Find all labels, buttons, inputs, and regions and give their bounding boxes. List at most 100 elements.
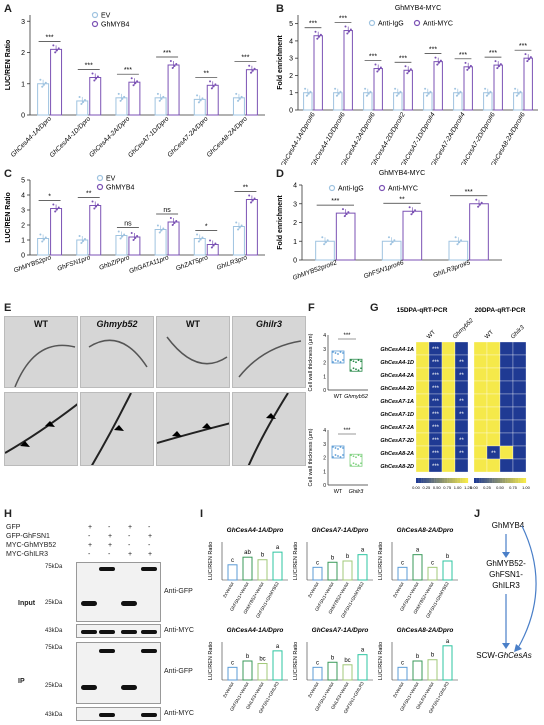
x-label: WT — [334, 489, 343, 495]
y-axis-label: LUC/REN Ratio — [293, 542, 299, 581]
legend-marker — [328, 184, 336, 192]
data-point — [332, 351, 334, 353]
data-point — [136, 80, 139, 83]
category-label: GhCesA4-1D/Dpro — [49, 115, 93, 159]
data-point — [337, 455, 339, 457]
sig-letter: bc — [259, 657, 265, 663]
data-point — [318, 35, 321, 38]
data-point — [427, 92, 430, 95]
scale-cell — [510, 478, 514, 483]
tick-label: 3 — [21, 19, 25, 26]
data-point — [212, 244, 215, 247]
bar — [128, 81, 141, 116]
tick-label: 2 — [21, 50, 25, 57]
antibody-label: Anti-GFP — [164, 588, 193, 595]
bar — [167, 221, 180, 256]
heatmap-sig: ** — [459, 360, 464, 366]
category-label: GhCesA7-1D/Dpro — [127, 115, 171, 159]
node-scw-cesas: SCW-GhCesAs — [476, 651, 531, 660]
data-point — [350, 369, 352, 372]
heatmap-sig: ** — [459, 451, 464, 457]
panel-f: F 0 1 2 3 4 WT Ghmyb52 *** Cell wall thickness (… — [308, 300, 370, 510]
band — [99, 713, 115, 717]
data-point — [121, 97, 124, 100]
scale-label: 0.25 — [423, 485, 432, 490]
heatmap-sig: *** — [432, 360, 440, 366]
scale-label: 0.25 — [483, 485, 492, 490]
tick-label: 1 — [323, 469, 326, 475]
bar — [357, 554, 368, 581]
category-label: GhFSN1pro#6 — [363, 259, 405, 280]
sign-cell: + — [128, 551, 133, 558]
micrograph-wt-2-top: WT — [156, 316, 230, 388]
data-point — [235, 221, 238, 224]
data-point — [364, 87, 367, 90]
data-point — [337, 360, 339, 362]
sign-cell: + — [88, 524, 93, 531]
data-point — [78, 235, 81, 237]
data-point — [199, 99, 202, 102]
data-point — [119, 237, 122, 240]
tick-label: 4 — [323, 333, 326, 339]
bar — [493, 64, 503, 111]
category-label: GhCesA4-2A/Dpro — [88, 115, 132, 159]
heatmap-sig: *** — [432, 373, 440, 379]
category-label: GhGATA11pro — [128, 254, 170, 275]
scale-label: 0.00 — [470, 485, 479, 490]
data-point — [357, 464, 360, 467]
sig-letter: a — [276, 545, 280, 551]
heatmap-title: 20DPA-qRT-PCR — [475, 307, 526, 314]
data-point — [91, 72, 94, 75]
data-point — [251, 199, 254, 202]
data-point — [519, 90, 522, 93]
bar — [167, 64, 180, 116]
heatmap-cell — [415, 380, 430, 395]
node-complex: GhMYB52- — [486, 559, 526, 568]
y-axis-label: LUC/REN Ratio — [208, 542, 214, 581]
legend-label: Anti-MYC — [388, 186, 418, 193]
data-point — [352, 360, 355, 363]
data-point — [485, 94, 488, 97]
data-point — [425, 94, 428, 97]
bar — [272, 551, 283, 581]
chart-title: GhMYB4-MYC — [395, 5, 441, 12]
category-label: GhCesA4-1A/Dpro#6 — [280, 111, 317, 165]
data-point — [335, 94, 338, 97]
micrograph-wt-1-top: WT — [4, 316, 78, 388]
scale-cell — [481, 478, 485, 483]
sig-label: *** — [163, 50, 171, 57]
data-point — [55, 49, 58, 52]
data-point — [212, 85, 215, 88]
heatmap-cell — [415, 432, 430, 447]
data-point — [389, 243, 392, 246]
data-point — [162, 95, 165, 98]
heatmap-cell — [454, 458, 469, 473]
data-point — [464, 61, 467, 64]
heatmap-cell — [415, 419, 430, 434]
data-point — [334, 87, 337, 90]
node-complex: GhFSN1- — [489, 570, 523, 579]
scale-cell — [479, 478, 482, 483]
bar — [442, 560, 453, 581]
data-point — [469, 64, 472, 67]
legend-marker — [96, 183, 104, 191]
data-point — [455, 94, 458, 97]
data-point — [197, 101, 200, 104]
sig-label: *** — [339, 16, 347, 23]
data-point — [196, 94, 199, 97]
bar — [342, 664, 353, 681]
category-label: GhILR3pro — [216, 254, 249, 272]
data-point — [515, 94, 518, 97]
x-label: Ghilr3 — [349, 489, 365, 495]
scale-cell — [487, 478, 490, 483]
heatmap-cell — [486, 393, 501, 408]
data-point — [196, 233, 199, 236]
data-point — [397, 92, 400, 95]
heatmap-cell — [499, 380, 514, 395]
data-point — [251, 69, 254, 72]
data-point — [332, 361, 334, 363]
bar — [433, 61, 443, 111]
data-point — [360, 462, 362, 465]
heatmap-col-label: WT — [484, 329, 495, 340]
data-point — [408, 206, 411, 209]
